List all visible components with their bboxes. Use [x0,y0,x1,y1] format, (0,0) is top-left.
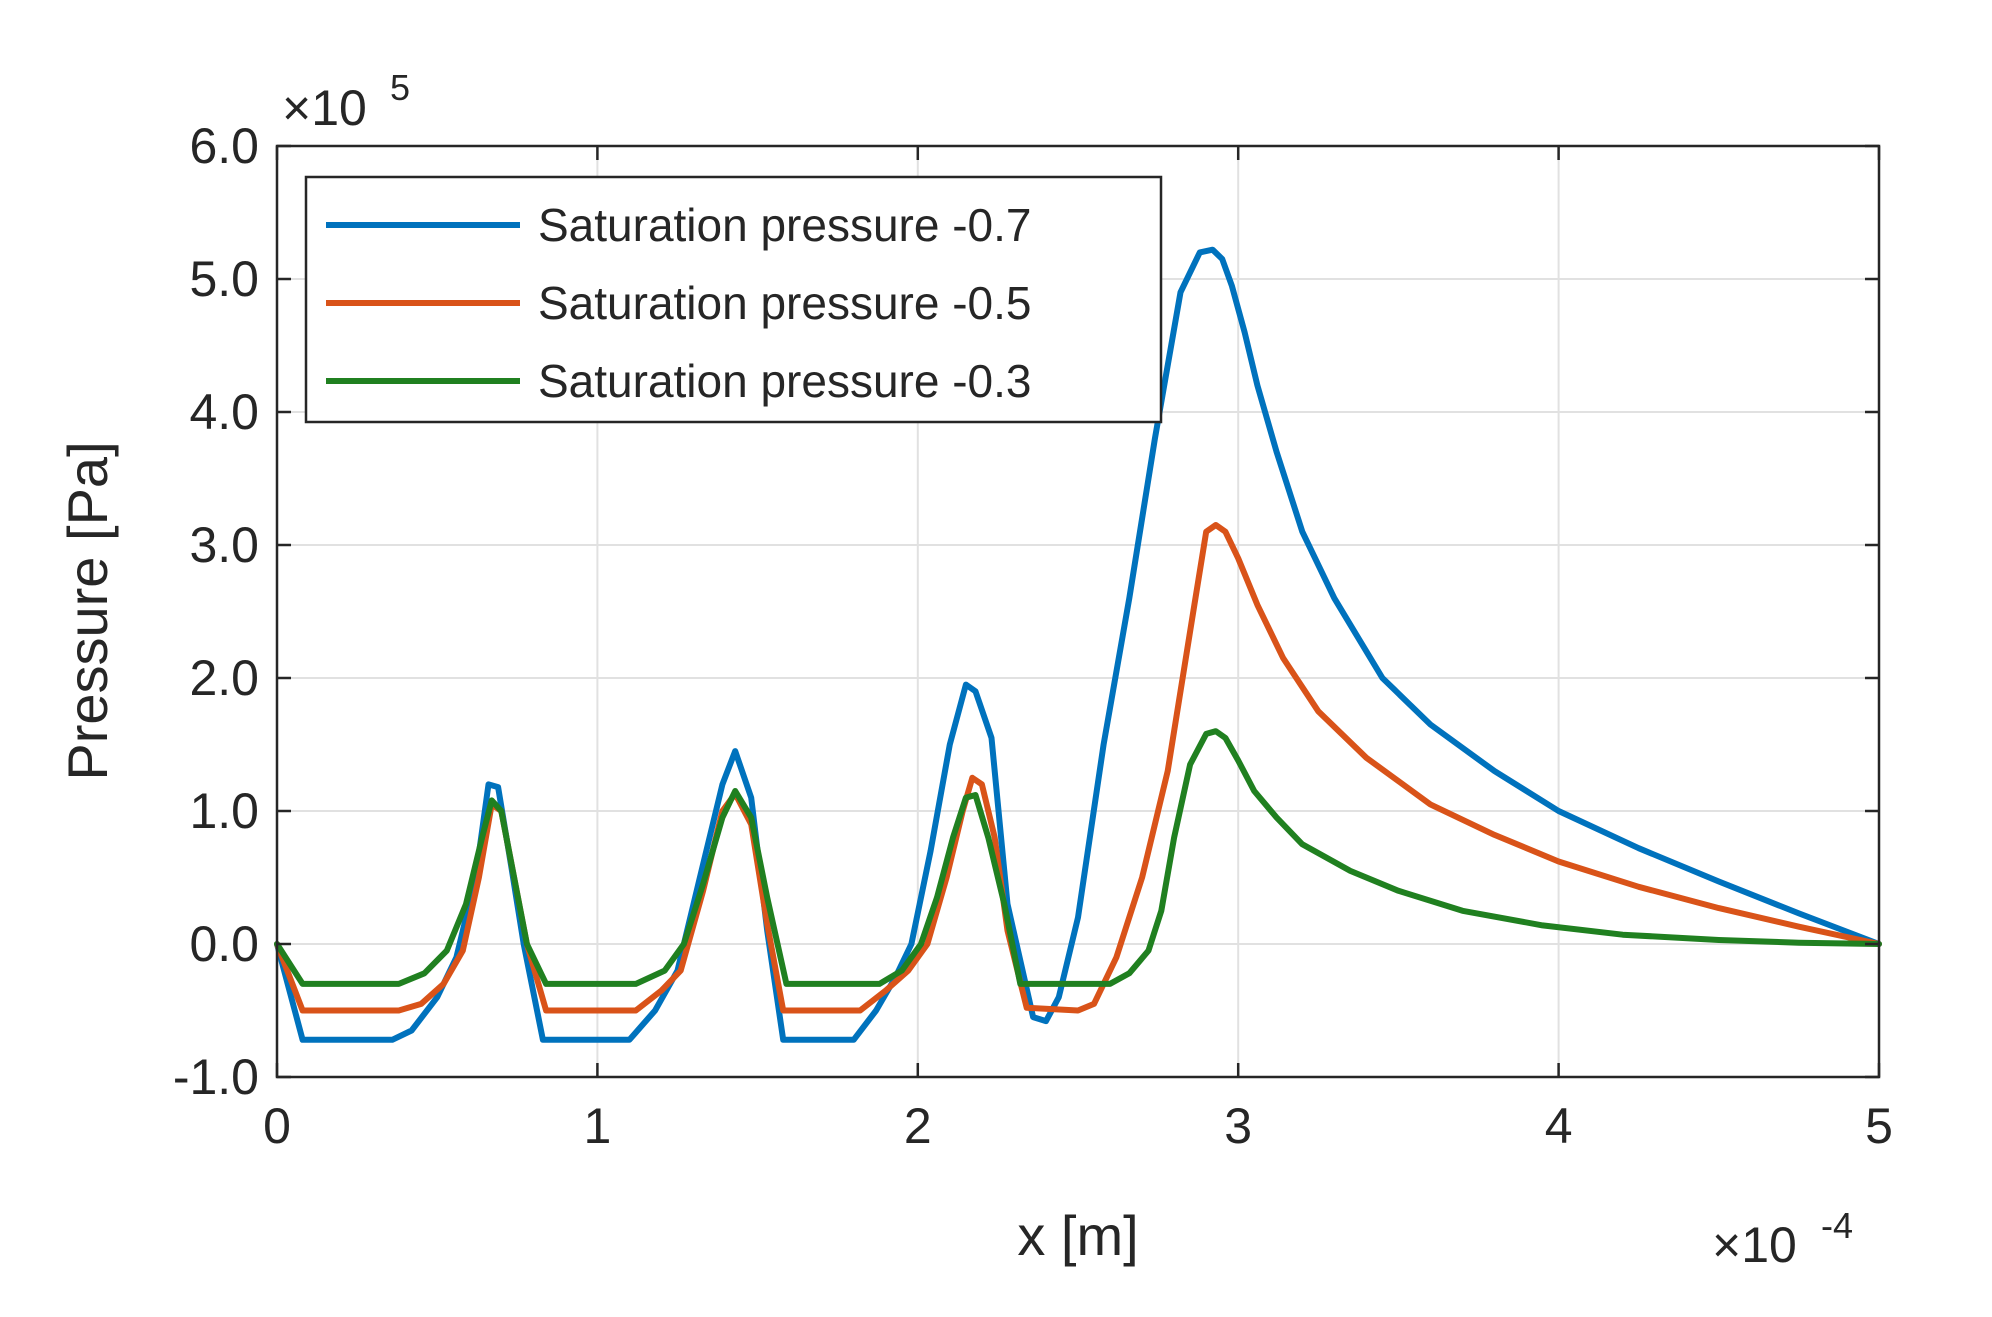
y-tick-label: 4.0 [189,384,259,440]
legend-label-2: Saturation pressure -0.5 [538,277,1032,329]
x-tick-label: 4 [1545,1098,1573,1154]
x-tick-label: 1 [583,1098,611,1154]
y-tick-label: 5.0 [189,251,259,307]
y-multiplier-exponent: 5 [390,67,410,108]
series-line-3 [274,728,1882,987]
axes-box [275,144,1881,1079]
y-tick-label: -1.0 [173,1049,259,1105]
y-axis-label: Pressure [Pa] [56,441,119,780]
y-tick-label: 2.0 [189,650,259,706]
x-tick-label: 2 [904,1098,932,1154]
legend-label-3: Saturation pressure -0.3 [538,355,1032,407]
x-tick-label: 5 [1865,1098,1893,1154]
x-multiplier-label: ×10 [1712,1217,1797,1273]
legend: Saturation pressure -0.7 Saturation press… [304,175,1163,424]
y-tick-label: 6.0 [189,118,259,174]
y-multiplier-label: ×10 [282,80,367,136]
y-tick-label: 1.0 [189,783,259,839]
legend-label-1: Saturation pressure -0.7 [538,199,1032,251]
x-tick-label: 3 [1224,1098,1252,1154]
series-lines [274,246,1882,1043]
y-tick-label: 0.0 [189,916,259,972]
ticks: 0 1 2 3 4 5 -1.0 0.0 1.0 2.0 3.0 4.0 5.0 6.0 [173,118,1893,1154]
x-axis-label: x [m] [1017,1204,1138,1267]
y-tick-label: 3.0 [189,517,259,573]
x-tick-label: 0 [263,1098,291,1154]
x-multiplier-exponent: -4 [1821,1205,1853,1246]
axes [275,144,1881,1079]
